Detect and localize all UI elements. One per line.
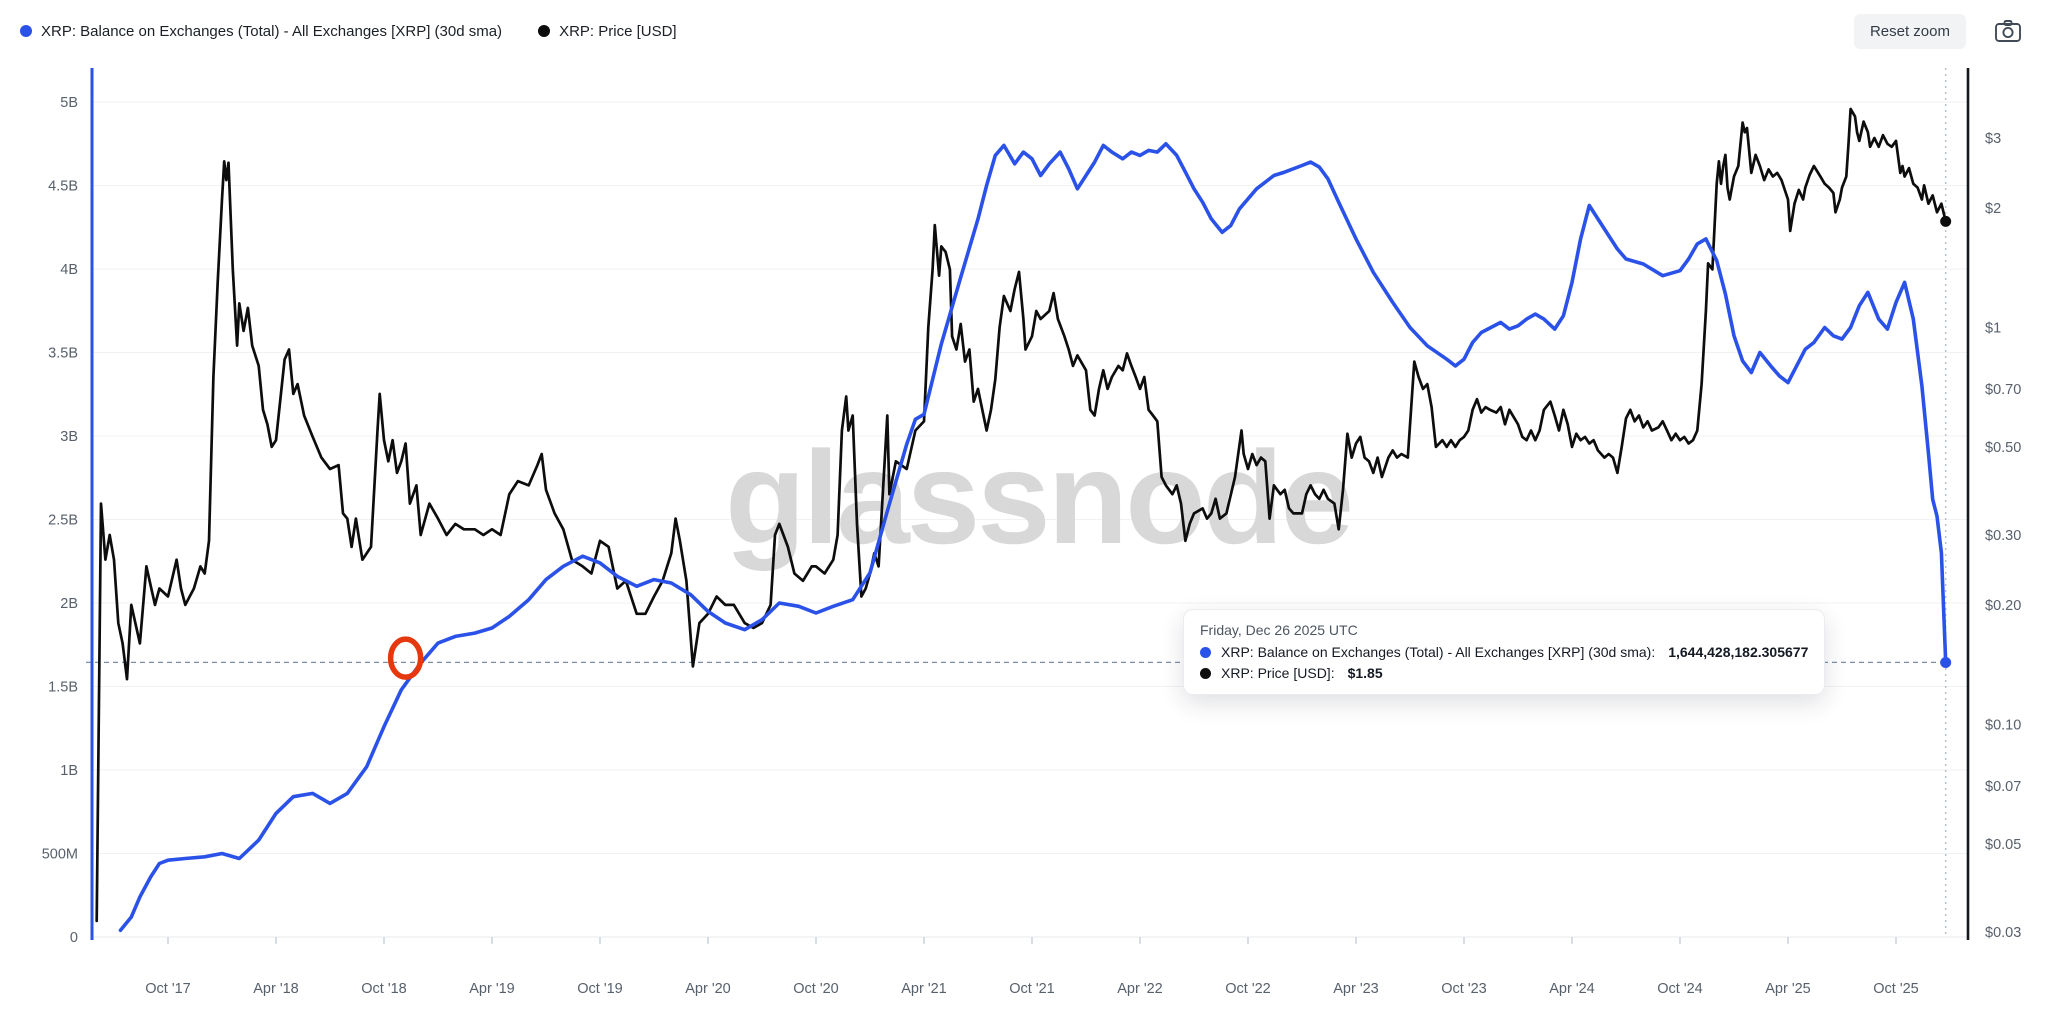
x-tick-label: Oct '20 [793, 981, 838, 997]
price-line [95, 107, 1948, 923]
price-series-dot-icon [1200, 667, 1211, 679]
tooltip-price-value: $1.85 [1347, 665, 1383, 681]
y-right-tick-label: $0.07 [1985, 779, 2021, 795]
x-tick-label: Oct '17 [145, 981, 190, 997]
x-tick-label: Apr '20 [685, 981, 731, 997]
legend-item-price[interactable]: XRP: Price [USD] [538, 23, 677, 40]
x-tick-label: Apr '18 [253, 981, 299, 997]
tooltip-row-price: XRP: Price [USD]: $1.85 [1200, 665, 1808, 681]
y-right-tick-label: $0.05 [1985, 837, 2021, 853]
chart-controls: Reset zoom [1853, 13, 2022, 49]
y-right-tick-label: $0.03 [1985, 925, 2021, 941]
tooltip-date: Friday, Dec 26 2025 UTC [1200, 622, 1358, 638]
camera-icon [1995, 20, 2021, 42]
y-left-tick-label: 3.5B [48, 346, 78, 362]
x-tick-label: Apr '24 [1549, 981, 1595, 997]
legend-label-price: XRP: Price [USD] [559, 22, 677, 40]
watermark-text: glassnode [725, 424, 1351, 571]
x-tick-label: Apr '23 [1333, 981, 1379, 997]
y-right-tick-label: $1 [1985, 320, 2001, 336]
y-left-tick-label: 4.5B [48, 179, 78, 195]
red-circle-annotation [387, 636, 424, 680]
series-legend: XRP: Balance on Exchanges (Total) - All … [20, 23, 677, 40]
legend-label-balance: XRP: Balance on Exchanges (Total) - All … [41, 22, 503, 40]
x-tick-label: Oct '25 [1873, 981, 1918, 997]
x-tick-label: Oct '22 [1225, 981, 1270, 997]
y-left-tick-label: 1B [60, 763, 78, 779]
tooltip-balance-label: XRP: Balance on Exchanges (Total) - All … [1221, 644, 1656, 660]
x-tick-label: Oct '18 [361, 981, 406, 997]
x-tick-label: Oct '21 [1009, 981, 1054, 997]
y-left-tick-label: 4B [60, 262, 78, 278]
y-right-tick-label: $3 [1985, 131, 2001, 147]
balance-line [118, 142, 1948, 933]
x-tick-label: Apr '25 [1765, 981, 1811, 997]
y-left-tick-label: 2B [60, 596, 78, 612]
y-left-tick-label: 500M [42, 847, 78, 863]
x-tick-label: Oct '24 [1657, 981, 1702, 997]
balance-series-dot-icon [1200, 646, 1211, 658]
top-bar: XRP: Balance on Exchanges (Total) - All … [0, 0, 2048, 62]
y-right-tick-label: $0.20 [1985, 598, 2021, 614]
y-left-tick-label: 2.5B [48, 513, 78, 529]
x-tick-label: Oct '23 [1441, 981, 1486, 997]
price-series-dot-icon [538, 25, 551, 37]
y-left-tick-label: 5B [60, 95, 78, 111]
y-right-tick-label: $0.50 [1985, 440, 2021, 456]
tooltip-row-balance: XRP: Balance on Exchanges (Total) - All … [1200, 644, 1808, 660]
x-tick-label: Apr '19 [469, 981, 515, 997]
screenshot-button[interactable] [1994, 19, 2022, 43]
tooltip-price-label: XRP: Price [USD]: [1221, 665, 1335, 681]
y-right-tick-label: $0.10 [1985, 717, 2021, 733]
x-tick-label: Apr '21 [901, 981, 947, 997]
y-left-tick-label: 0 [70, 930, 78, 946]
legend-item-balance[interactable]: XRP: Balance on Exchanges (Total) - All … [20, 23, 502, 40]
reset-zoom-button[interactable]: Reset zoom [1853, 13, 1966, 49]
x-tick-label: Oct '19 [577, 981, 622, 997]
y-left-tick-label: 1.5B [48, 680, 78, 696]
y-right-tick-label: $0.70 [1985, 382, 2021, 398]
tooltip-balance-value: 1,644,428,182.305677 [1668, 644, 1809, 660]
price-endpoint-dot [1940, 215, 1952, 227]
y-right-tick-label: $0.30 [1985, 528, 2021, 544]
tooltip: Friday, Dec 26 2025 UTC XRP: Balance on … [1183, 609, 1826, 695]
y-right-tick-label: $2 [1985, 201, 2001, 217]
balance-endpoint-dot [1940, 656, 1952, 668]
balance-series-dot-icon [20, 25, 32, 37]
y-left-tick-label: 3B [60, 429, 78, 445]
x-tick-label: Apr '22 [1117, 981, 1163, 997]
